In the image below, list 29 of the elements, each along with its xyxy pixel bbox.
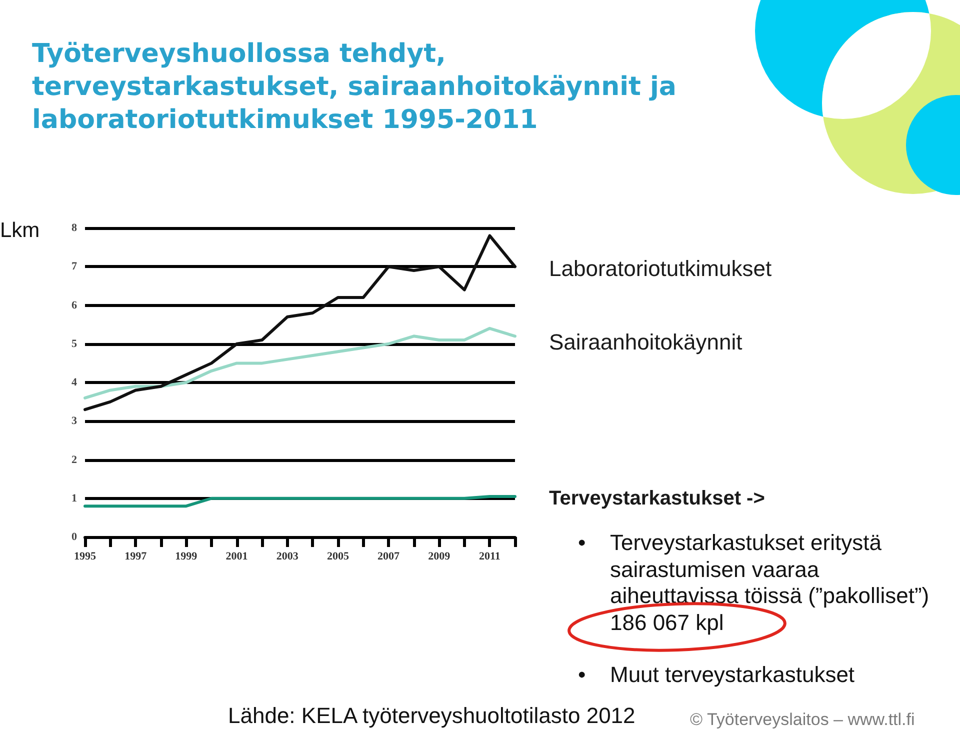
text: © Työterveyslaitos – www.ttl.fi	[690, 710, 915, 730]
x-tick-label: 1997	[124, 550, 148, 562]
x-tick-label: 2003	[276, 550, 299, 562]
x-tick-label: 1999	[175, 550, 198, 562]
y-tick-label: 3	[72, 415, 78, 428]
text: • Terveystarkastukset eritystä sairastumisen vaaraa aiheuttavissa töissä (”pakolliset”) 186 067 kpl	[578, 530, 930, 634]
y-tick-label: 8	[72, 222, 78, 234]
x-tick-label: 2005	[326, 550, 350, 562]
y-tick-label: 7	[72, 260, 78, 273]
y-tick-label: 0	[72, 531, 78, 543]
y-tick-label: 6	[72, 299, 78, 312]
y-tick-label: 5	[72, 338, 78, 350]
chart-title: Työterveyshuollossa tehdyt, terveystarkastukset, sairaanhoitokäynnit ja laboratoriotutkimukset 1995-2011	[32, 38, 678, 137]
x-tick-label: 2007	[378, 550, 400, 562]
series-label: Terveystarkastukset ->	[549, 487, 765, 510]
y-tick-label: 2	[72, 454, 78, 466]
line-series	[84, 326, 516, 400]
text: Lähde: KELA työterveyshuoltotilasto 2012	[228, 703, 636, 729]
y-tick-label: 4	[72, 376, 78, 388]
x-tick-label: 2009	[428, 550, 451, 562]
y-tick-label: 1	[72, 492, 77, 504]
x-tick-label: 2011	[479, 550, 500, 562]
series-label: Laboratoriotutkimukset	[549, 256, 772, 282]
text: • Muut terveystarkastukset	[578, 662, 855, 688]
x-tick-label: 1995	[74, 550, 96, 562]
series-label: Sairaanhoitokäynnit	[549, 330, 742, 355]
x-tick-label: 2001	[226, 550, 248, 562]
line-series	[84, 234, 516, 412]
y-axis-title: Lkm	[0, 218, 40, 244]
